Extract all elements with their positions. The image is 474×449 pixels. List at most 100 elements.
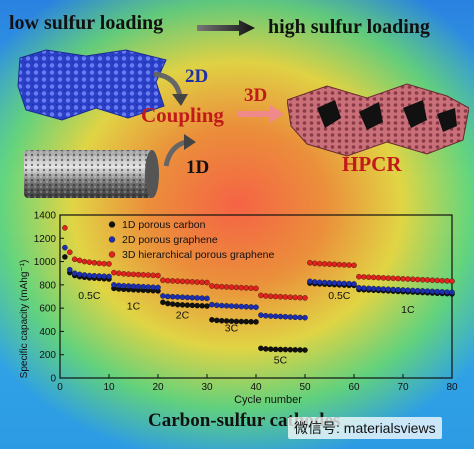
data-point [302, 314, 308, 321]
data-point [155, 272, 161, 279]
data-point [204, 295, 210, 302]
data-point [272, 313, 279, 320]
data-point [277, 293, 284, 300]
y-tick-label: 800 [39, 280, 56, 291]
data-point [174, 278, 181, 284]
data-point [297, 347, 303, 353]
data-point [429, 277, 436, 283]
data-point [356, 285, 362, 291]
data-point [189, 279, 196, 285]
data-point [316, 260, 323, 267]
x-tick-label: 60 [348, 382, 360, 393]
data-point [174, 294, 181, 300]
data-point [424, 277, 431, 283]
data-point [434, 277, 441, 284]
data-point [189, 294, 196, 301]
data-point [189, 302, 196, 309]
data-point [135, 271, 142, 278]
data-point [91, 273, 98, 279]
data-point [351, 281, 357, 287]
data-point [267, 313, 274, 319]
x-axis-label: Cycle number [234, 394, 302, 406]
data-point [302, 347, 308, 353]
data-point [248, 319, 254, 325]
rate-label: 0.5C [328, 290, 351, 302]
data-point [282, 314, 289, 320]
curved-arrow-2d-icon [153, 71, 188, 106]
data-point [160, 293, 166, 299]
data-point [228, 284, 235, 290]
data-point [385, 275, 392, 281]
data-point [312, 260, 318, 267]
data-point [233, 284, 240, 291]
data-point [140, 272, 147, 278]
data-point [351, 262, 357, 269]
x-tick-label: 30 [201, 382, 213, 393]
data-point [297, 314, 303, 321]
rate-label: 3C [225, 322, 239, 334]
data-point [419, 276, 426, 283]
legend-marker [108, 251, 116, 258]
data-point [258, 292, 264, 299]
hpcr-structure-image [287, 83, 469, 157]
data-point [385, 286, 392, 293]
data-point [326, 280, 333, 286]
data-point [106, 273, 112, 280]
data-point [169, 301, 176, 307]
data-point [292, 314, 298, 320]
data-point [263, 312, 269, 319]
data-point [375, 286, 382, 292]
data-point [76, 257, 83, 264]
data-point [174, 301, 181, 308]
data-point [130, 283, 137, 290]
data-point [199, 303, 205, 309]
data-point [101, 273, 107, 279]
data-point [223, 284, 230, 290]
data-point [370, 274, 377, 281]
data-point [204, 279, 210, 286]
data-point [209, 317, 215, 323]
y-tick-label: 0 [50, 374, 56, 385]
x-tick-label: 0 [57, 382, 63, 393]
data-point [243, 318, 249, 325]
data-point [218, 317, 225, 324]
data-point [395, 275, 401, 282]
data-point [341, 280, 347, 287]
data-point [209, 283, 215, 289]
data-point [380, 286, 387, 292]
x-tick-label: 20 [152, 382, 164, 393]
data-point [400, 287, 406, 293]
data-point [410, 287, 416, 294]
legend-label: 3D hierarchical porous graphene [122, 249, 275, 261]
data-point [228, 303, 235, 309]
y-axis-label: Specific capacity (mAhg⁻¹) [19, 260, 30, 379]
rate-label: 0.5C [78, 290, 101, 302]
legend-label: 1D porous carbon [122, 219, 206, 231]
coupling-arrow-icon [238, 105, 284, 123]
data-point [111, 269, 117, 276]
y-tick-label: 1000 [34, 257, 57, 268]
data-point [331, 280, 338, 286]
data-point [71, 270, 78, 276]
data-point [253, 319, 259, 325]
data-point [194, 302, 200, 309]
data-point [150, 272, 156, 279]
series-2 [62, 244, 455, 321]
data-point [405, 276, 411, 282]
data-point [439, 277, 445, 284]
data-point [302, 295, 308, 301]
data-point [424, 288, 431, 294]
data-point [312, 279, 318, 285]
data-point [258, 312, 264, 318]
data-point [282, 294, 289, 300]
data-point [253, 304, 259, 310]
data-point [233, 303, 240, 310]
data-point [267, 346, 274, 352]
data-point [62, 244, 68, 251]
y-tick-label: 200 [39, 350, 56, 361]
series-1 [62, 254, 455, 353]
data-point [135, 283, 142, 290]
data-point [336, 261, 343, 268]
x-tick-label: 40 [250, 382, 262, 393]
data-point [81, 258, 88, 265]
